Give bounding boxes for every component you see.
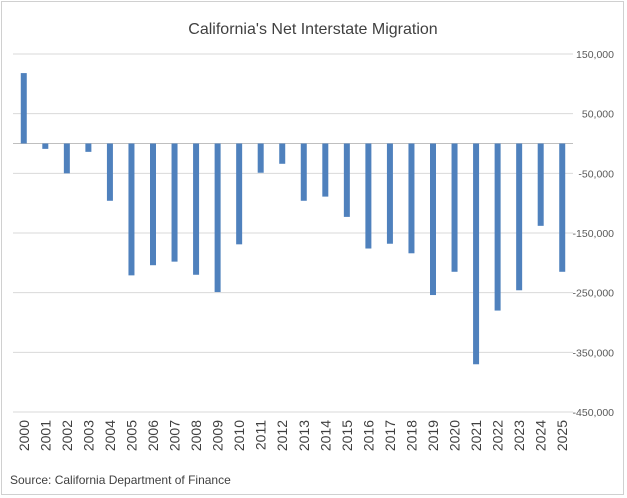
bar-2011 bbox=[257, 143, 264, 173]
bar-2025 bbox=[559, 143, 566, 272]
bar-2022 bbox=[494, 143, 501, 311]
bar-2012 bbox=[279, 143, 286, 164]
bar-2024 bbox=[537, 143, 544, 226]
bar-2008 bbox=[193, 143, 200, 275]
y-tick-label: -350,000 bbox=[573, 347, 615, 359]
x-tick-label: 2007 bbox=[167, 420, 183, 451]
bar-2007 bbox=[171, 143, 178, 262]
bar-2021 bbox=[473, 143, 480, 365]
bar-2000 bbox=[20, 73, 27, 144]
gridlines bbox=[13, 53, 573, 413]
source-note: Source: California Department of Finance bbox=[10, 473, 231, 487]
y-tick-label: 150,000 bbox=[576, 49, 614, 61]
bar-2017 bbox=[386, 143, 393, 244]
y-tick-label: -250,000 bbox=[573, 288, 615, 300]
bar-2005 bbox=[128, 143, 135, 276]
bar-2014 bbox=[322, 143, 329, 197]
bar-2019 bbox=[430, 143, 436, 296]
x-axis-ticks: 2000 2001 2002 2003 2004 2005 2006 2007 2008 2009… bbox=[16, 420, 570, 451]
x-tick-label: 2004 bbox=[102, 420, 118, 451]
x-tick-label: 2000 bbox=[16, 420, 32, 451]
x-tick-label: 2023 bbox=[511, 420, 527, 451]
y-axis-ticks: 150,000 50,000 -50,000 -150,000 -250,000 -350… bbox=[573, 49, 615, 419]
x-tick-label: 2017 bbox=[382, 420, 398, 451]
x-tick-label: 2008 bbox=[188, 420, 204, 451]
x-tick-label: 2006 bbox=[145, 420, 161, 451]
x-tick-label: 2009 bbox=[210, 420, 226, 451]
x-tick-label: 2024 bbox=[533, 420, 549, 451]
bars bbox=[20, 73, 566, 365]
x-tick-label: 2005 bbox=[123, 420, 139, 451]
bar-2018 bbox=[408, 143, 415, 254]
x-tick-label: 2016 bbox=[360, 420, 376, 451]
x-tick-label: 2002 bbox=[59, 420, 75, 451]
y-tick-label: -150,000 bbox=[573, 228, 615, 240]
x-tick-label: 2015 bbox=[339, 420, 355, 451]
bar-2003 bbox=[85, 143, 92, 152]
bar-2023 bbox=[516, 143, 523, 291]
y-tick-label: -450,000 bbox=[573, 407, 615, 419]
x-tick-label: 2013 bbox=[296, 420, 312, 451]
x-tick-label: 2021 bbox=[468, 420, 484, 451]
x-tick-label: 2019 bbox=[425, 420, 441, 451]
bar-2001 bbox=[42, 143, 49, 149]
x-tick-label: 2011 bbox=[253, 420, 269, 450]
x-tick-label: 2022 bbox=[490, 420, 506, 451]
x-tick-label: 2014 bbox=[317, 420, 333, 451]
bar-2016 bbox=[365, 143, 372, 249]
x-tick-label: 2025 bbox=[554, 420, 570, 451]
bar-2020 bbox=[451, 143, 458, 272]
x-tick-label: 2020 bbox=[447, 420, 463, 451]
x-tick-label: 2012 bbox=[274, 420, 290, 451]
chart-title: California's Net Interstate Migration bbox=[188, 21, 437, 38]
bar-2002 bbox=[63, 143, 70, 174]
bar-2006 bbox=[150, 143, 156, 266]
bar-2010 bbox=[236, 143, 243, 245]
x-tick-label: 2001 bbox=[37, 420, 53, 451]
y-tick-label: 50,000 bbox=[582, 109, 614, 121]
bar-2015 bbox=[343, 143, 350, 217]
bar-2004 bbox=[106, 143, 113, 201]
y-tick-label: -50,000 bbox=[578, 168, 614, 180]
x-tick-label: 2018 bbox=[403, 420, 419, 451]
bar-2009 bbox=[214, 143, 221, 293]
bar-2013 bbox=[300, 143, 307, 201]
x-tick-label: 2010 bbox=[231, 420, 247, 451]
x-tick-label: 2003 bbox=[80, 420, 96, 451]
